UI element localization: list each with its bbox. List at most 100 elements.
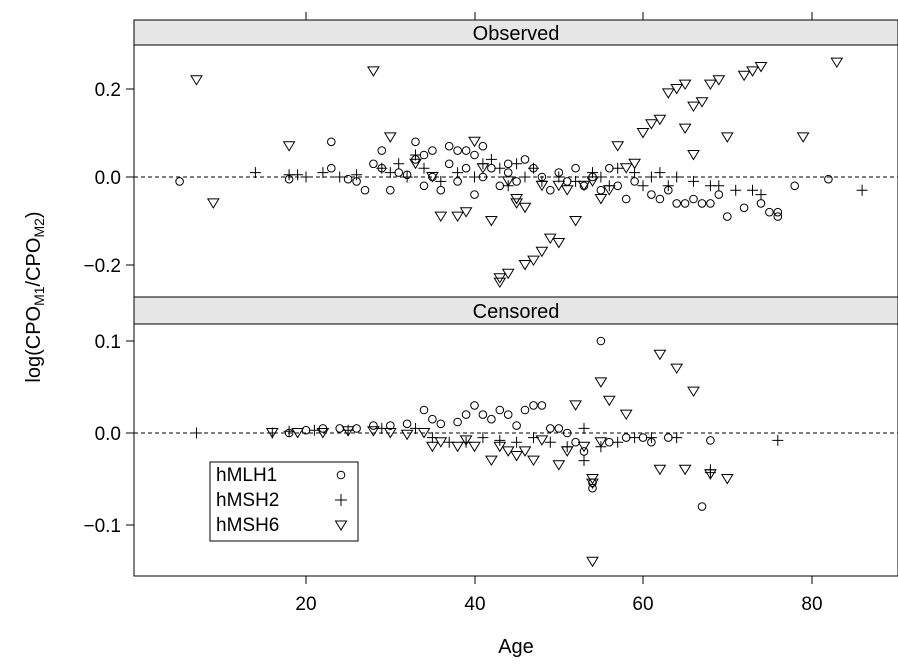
data-point-hmsh2 (384, 167, 396, 179)
censored-strip (133, 296, 898, 325)
data-point-hmsh6 (535, 435, 549, 446)
x-tick-label: 60 (632, 594, 653, 615)
data-point-hmlh1 (546, 185, 555, 195)
data-point-hmsh6 (426, 441, 439, 453)
data-point-hmlh1 (537, 401, 547, 410)
data-point-hmsh6 (670, 84, 684, 95)
data-point-hmsh6 (485, 216, 498, 227)
x-axis: 20 40 60 80 Age (295, 576, 823, 658)
data-point-hmsh6 (468, 441, 481, 453)
data-point-hmlh1 (647, 190, 656, 199)
data-point-hmsh6 (678, 123, 692, 135)
data-point-hmsh2 (249, 167, 261, 179)
data-point-hmsh2 (553, 171, 565, 183)
data-point-hmsh6 (282, 141, 296, 152)
data-point-hmsh6 (594, 194, 608, 205)
data-point-hmsh6 (518, 446, 532, 457)
data-point-hmsh6 (510, 451, 523, 462)
data-point-hmsh2 (292, 169, 304, 181)
data-point-hmsh2 (401, 171, 413, 183)
data-point-hmsh2 (469, 171, 480, 183)
data-point-hmsh6 (552, 238, 566, 249)
data-point-hmlh1 (402, 419, 412, 429)
data-point-hmlh1 (478, 141, 488, 151)
data-point-hmsh6 (687, 150, 700, 161)
data-point-hmlh1 (343, 174, 353, 184)
x-tick-label: 40 (464, 594, 485, 615)
data-point-hmsh6 (426, 172, 439, 183)
data-point-hmsh6 (552, 460, 566, 471)
x-tick-label: 80 (801, 594, 822, 615)
data-point-hmlh1 (697, 199, 707, 208)
data-point-hmsh2 (629, 432, 641, 444)
data-point-hmlh1 (394, 168, 404, 177)
data-point-hmsh2 (519, 171, 531, 183)
data-point-hmsh6 (653, 114, 667, 126)
top-x-ticks (305, 12, 813, 20)
data-point-hmsh6 (586, 556, 599, 568)
data-point-hmsh6 (678, 464, 692, 476)
y-tick-label: 0.0 (95, 424, 121, 445)
data-point-hmsh2 (418, 162, 430, 174)
y-axis-label-sub2: M2 (31, 218, 47, 238)
data-point-hmsh6 (594, 437, 608, 448)
data-point-hmsh6 (653, 464, 667, 476)
data-point-hmsh2 (688, 175, 699, 187)
data-point-hmlh1 (386, 421, 395, 430)
data-point-hmsh6 (645, 119, 658, 130)
data-point-hmlh1 (605, 437, 614, 447)
data-point-hmsh6 (527, 455, 540, 467)
data-point-hmsh6 (560, 185, 574, 196)
data-point-hmlh1 (512, 177, 521, 186)
data-point-hmsh6 (367, 66, 380, 77)
observed-plot-frame (133, 44, 898, 298)
observed-points (175, 57, 868, 289)
data-point-hmsh6 (459, 207, 473, 218)
data-point-hmsh6 (535, 246, 549, 258)
data-point-hmsh6 (830, 57, 844, 69)
data-point-hmlh1 (436, 419, 446, 429)
data-point-hmlh1 (327, 163, 336, 173)
data-point-hmsh6 (704, 469, 717, 480)
data-point-hmlh1 (655, 194, 665, 204)
data-point-hmsh2 (351, 169, 363, 181)
data-point-hmsh2 (612, 436, 624, 448)
data-point-hmsh2 (511, 436, 523, 448)
data-point-hmsh6 (712, 75, 726, 86)
data-point-hmsh6 (485, 455, 498, 467)
data-point-hmsh6 (678, 79, 692, 91)
data-point-hmsh6 (619, 409, 633, 421)
data-point-hmlh1 (630, 177, 639, 186)
data-point-hmsh6 (577, 441, 591, 453)
data-point-hmsh6 (400, 429, 414, 441)
data-point-hmlh1 (596, 185, 606, 195)
y-tick-label: 0.2 (95, 80, 121, 101)
data-point-hmsh6 (383, 428, 397, 439)
data-point-hmsh6 (653, 349, 667, 361)
data-point-hmlh1 (672, 199, 682, 208)
observed-strip (133, 19, 898, 46)
y-tick-label: 0.1 (95, 332, 121, 353)
data-point-hmlh1 (369, 421, 378, 430)
data-point-hmlh1 (503, 159, 513, 169)
data-point-hmlh1 (360, 185, 370, 195)
data-point-hmlh1 (428, 146, 437, 155)
data-point-hmlh1 (470, 150, 479, 160)
data-point-hmsh2 (410, 149, 421, 161)
data-point-hmlh1 (444, 141, 454, 151)
data-point-hmsh2 (528, 162, 539, 174)
data-point-hmlh1 (664, 433, 673, 442)
data-point-hmsh6 (560, 446, 574, 457)
data-point-hmlh1 (444, 159, 454, 169)
data-point-hmlh1 (739, 203, 749, 213)
data-point-hmsh6 (434, 437, 448, 448)
data-point-hmsh6 (493, 277, 507, 289)
observed-strip-title: Observed (473, 23, 560, 45)
data-point-hmlh1 (706, 436, 715, 445)
data-point-hmsh2 (856, 184, 868, 196)
data-point-hmsh2 (713, 180, 725, 192)
data-point-hmsh2 (494, 434, 506, 446)
data-point-hmlh1 (419, 181, 429, 191)
censored-points (191, 336, 784, 568)
